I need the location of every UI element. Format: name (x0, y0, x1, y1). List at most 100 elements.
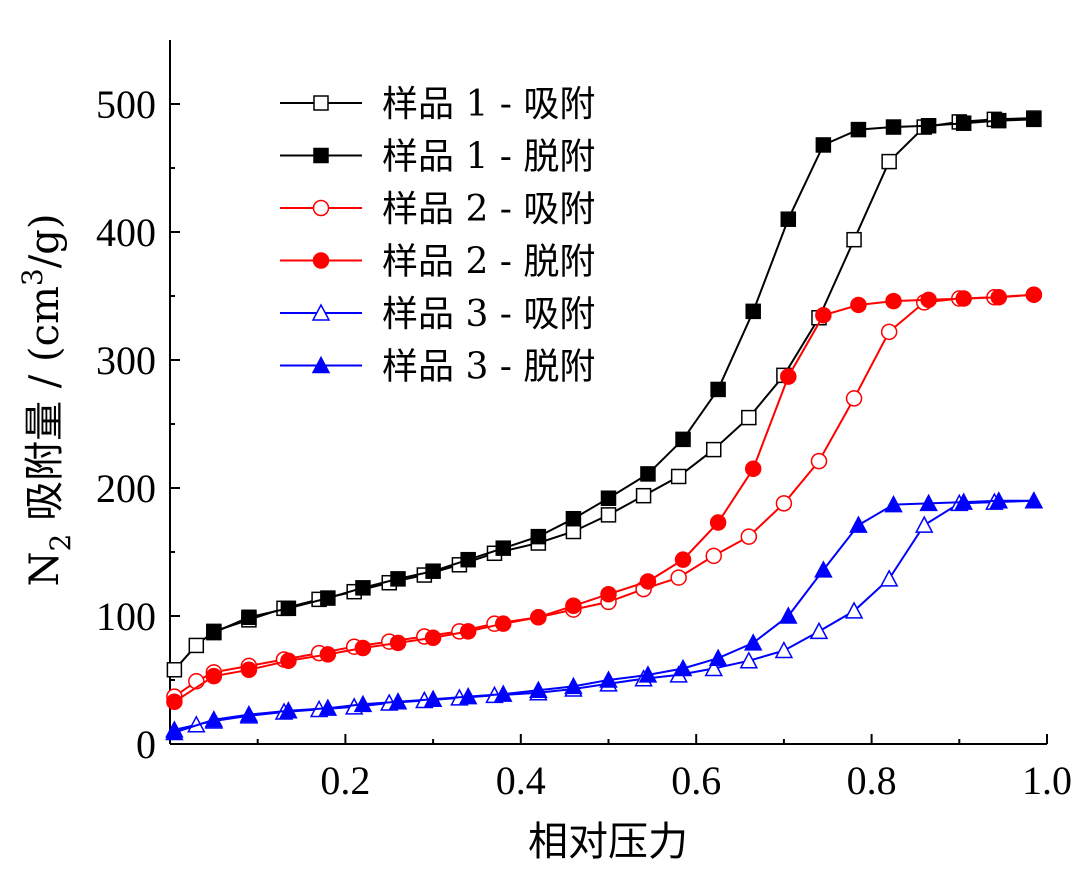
data-point (320, 590, 336, 606)
series-layer (165, 110, 1044, 741)
y-tick-label: 200 (96, 466, 156, 511)
legend-item-6: 样品 3 - 脱附 (280, 347, 595, 388)
data-point (881, 153, 897, 170)
data-point (241, 609, 257, 626)
data-point (743, 633, 763, 651)
data-point (845, 390, 863, 407)
data-point (423, 689, 443, 707)
data-point (814, 560, 833, 578)
x-axis-title: 相对压力 (528, 819, 688, 865)
axes: 0 100 200 300 400 500 0.2 0.4 0.6 0.8 1.0 (96, 40, 1072, 803)
data-point (494, 684, 513, 702)
data-point (710, 381, 726, 398)
x-tick-label: 0.8 (847, 758, 897, 803)
series-line (174, 499, 1034, 731)
data-point (705, 441, 722, 458)
data-point (849, 515, 868, 533)
data-point (884, 495, 903, 513)
legend-marker (311, 355, 331, 374)
data-point (388, 692, 408, 710)
legend-item-2: 样品 1 - 脱附 (280, 137, 595, 178)
legend-label: 样品 1 - 吸附 (382, 84, 595, 125)
data-point (319, 646, 337, 663)
y-tick-label: 100 (96, 594, 156, 639)
data-point (880, 323, 898, 341)
data-point (1025, 286, 1043, 303)
data-point (709, 514, 727, 531)
data-point (741, 409, 757, 426)
y-title-rest: 吸附量 / (cm (22, 286, 68, 534)
legend-item-4: 样品 2 - 脱附 (280, 242, 595, 283)
y-tick-label: 400 (96, 210, 156, 255)
data-point (920, 118, 937, 134)
data-point (354, 639, 372, 657)
data-point (529, 680, 548, 698)
data-point (914, 515, 934, 533)
data-point (844, 601, 864, 619)
data-point (355, 580, 371, 596)
data-point (809, 621, 829, 640)
data-point (780, 211, 797, 227)
series-2 (206, 111, 1042, 641)
data-point (745, 303, 761, 320)
data-point (705, 547, 722, 565)
data-point (565, 510, 582, 527)
data-point (991, 112, 1007, 129)
data-point (670, 468, 687, 485)
data-point (204, 710, 224, 728)
legend-label: 样品 2 - 吸附 (382, 189, 595, 230)
data-point (280, 652, 297, 670)
y-axis-title: N2 吸附量 / (cm3/g) (16, 214, 77, 587)
data-point (774, 640, 794, 659)
data-point (495, 540, 512, 556)
data-point (670, 569, 687, 586)
y-title-sub: 2 (44, 534, 77, 552)
legend-marker (311, 303, 331, 321)
y-tick-label: 500 (96, 82, 156, 127)
data-point (206, 624, 222, 641)
data-point (810, 452, 828, 470)
y-title-main: N (22, 551, 68, 586)
series-line (173, 117, 1034, 671)
data-point (389, 634, 407, 652)
data-point (565, 597, 582, 615)
legend-label: 样品 1 - 脱附 (382, 137, 595, 178)
legend-item-1: 样品 1 - 吸附 (280, 84, 595, 125)
y-tick-label: 300 (96, 338, 156, 383)
y-tick-label: 0 (136, 722, 156, 767)
data-point (600, 585, 617, 603)
data-point (353, 694, 373, 713)
data-point (920, 291, 937, 309)
data-point (704, 658, 723, 677)
data-point (240, 661, 258, 679)
data-point (640, 466, 656, 482)
data-point (885, 292, 902, 310)
series-line (174, 499, 1034, 734)
data-point (1026, 111, 1042, 128)
data-point (565, 523, 582, 540)
series-6 (165, 491, 1044, 741)
data-point (600, 507, 617, 523)
legend-label: 样品 3 - 脱附 (382, 347, 595, 388)
data-point (673, 658, 693, 677)
data-point (635, 487, 652, 504)
legend-marker (312, 252, 330, 269)
y-title-end: /g) (22, 214, 68, 269)
data-point (850, 296, 867, 314)
data-point (600, 490, 617, 506)
data-point (495, 615, 512, 632)
series-5 (165, 491, 1044, 738)
data-point (165, 722, 184, 741)
data-point (885, 119, 902, 135)
data-point (740, 528, 758, 545)
y-title-sup: 3 (16, 268, 49, 286)
series-line (213, 118, 1034, 634)
data-point (599, 670, 618, 688)
data-point (425, 563, 441, 579)
data-point (879, 569, 899, 587)
data-point (564, 676, 583, 695)
data-point (239, 704, 259, 723)
data-point (390, 571, 406, 587)
